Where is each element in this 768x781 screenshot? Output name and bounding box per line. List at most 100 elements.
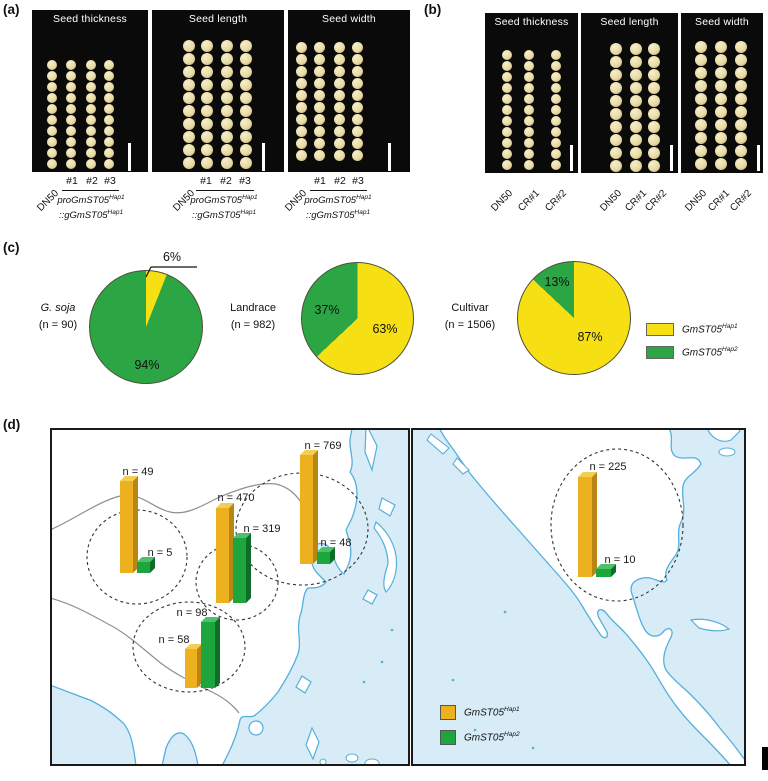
seed xyxy=(695,80,707,92)
legend-row-hap1: GmST05Hap1 xyxy=(646,323,738,336)
seed xyxy=(551,138,561,148)
seed xyxy=(502,83,512,93)
seed xyxy=(648,147,660,159)
seed xyxy=(240,53,252,65)
region-ellipse-northeast xyxy=(235,472,369,586)
seed xyxy=(183,66,195,78)
seed xyxy=(47,82,57,92)
border-china-south xyxy=(52,597,240,714)
seed xyxy=(352,54,363,65)
seed xyxy=(104,93,114,103)
island-dot xyxy=(473,728,477,732)
island-hainan xyxy=(248,720,264,736)
seed xyxy=(648,56,660,68)
seed xyxy=(314,102,325,113)
seed xyxy=(630,147,642,159)
seed xyxy=(715,67,727,79)
region-ellipse-central xyxy=(195,543,279,621)
n-label: n = 58 xyxy=(158,634,190,646)
legend-label-hap1: GmST05Hap1 xyxy=(682,323,738,336)
seed xyxy=(221,105,233,117)
bar-hap1-south xyxy=(185,644,202,688)
seed-column xyxy=(551,50,561,170)
legend-label-hap2: GmST05Hap2 xyxy=(682,346,738,359)
seed xyxy=(524,138,534,148)
seed xyxy=(648,134,660,146)
seed xyxy=(183,131,195,143)
seed xyxy=(524,50,534,60)
seed-column xyxy=(502,50,512,170)
seed xyxy=(47,71,57,81)
seed xyxy=(47,93,57,103)
legend-swatch-hap1 xyxy=(646,323,674,336)
seed xyxy=(296,90,307,101)
seed xyxy=(183,79,195,91)
pie-slice-label: 37% xyxy=(314,303,340,317)
seed xyxy=(648,160,660,172)
seed xyxy=(524,149,534,159)
seed xyxy=(183,92,195,104)
seed xyxy=(352,138,363,149)
bar-hap1-west xyxy=(120,476,138,573)
seed xyxy=(695,132,707,144)
seed xyxy=(630,43,642,55)
scale-bar xyxy=(128,143,131,171)
seed xyxy=(524,116,534,126)
seed xyxy=(524,127,534,137)
seed-column xyxy=(735,41,747,170)
seed-column xyxy=(66,60,76,169)
seed xyxy=(201,157,213,169)
seed xyxy=(201,66,213,78)
island-taiwan xyxy=(295,675,312,694)
seed xyxy=(66,126,76,136)
seed xyxy=(201,131,213,143)
seed xyxy=(502,50,512,60)
seed xyxy=(695,67,707,79)
seed xyxy=(502,94,512,104)
seed xyxy=(502,61,512,71)
seed xyxy=(47,60,57,70)
island-sliver-vancouver xyxy=(452,457,470,475)
construct-label: proGmST05Hap1 ::gGmST05Hap1 xyxy=(190,194,258,221)
seed xyxy=(240,131,252,143)
seed xyxy=(551,72,561,82)
seed xyxy=(201,79,213,91)
seed-column xyxy=(104,60,114,169)
seed xyxy=(352,90,363,101)
pie-slice-label: 63% xyxy=(372,322,398,336)
col-label-2: #2 xyxy=(334,175,346,187)
seed xyxy=(715,145,727,157)
seed xyxy=(86,104,96,114)
seed xyxy=(86,115,96,125)
seed xyxy=(240,40,252,52)
seed xyxy=(201,105,213,117)
seed xyxy=(47,137,57,147)
seed xyxy=(695,145,707,157)
seed xyxy=(735,54,747,66)
seed xyxy=(201,118,213,130)
seed xyxy=(334,138,345,149)
seed xyxy=(221,92,233,104)
seed-photo-panel-b-thickness: Seed thickness xyxy=(485,13,578,173)
seed xyxy=(240,79,252,91)
seed xyxy=(502,127,512,137)
construct-label: proGmST05Hap1 ::gGmST05Hap1 xyxy=(304,194,372,221)
island-hokkaido xyxy=(378,497,396,517)
seed xyxy=(334,54,345,65)
seed xyxy=(296,54,307,65)
seed xyxy=(551,83,561,93)
seed-column xyxy=(47,60,57,169)
bracket-line xyxy=(310,190,367,191)
seed-panel-title: Seed length xyxy=(188,13,248,25)
map-legend-label-hap1: GmST05Hap1 xyxy=(464,706,520,719)
seed xyxy=(715,93,727,105)
legend-row-hap2: GmST05Hap2 xyxy=(646,346,738,359)
seed xyxy=(66,159,76,169)
seed xyxy=(104,137,114,147)
seed xyxy=(502,105,512,115)
pie-slice-label: 94% xyxy=(134,358,160,372)
seed xyxy=(66,115,76,125)
seed-column xyxy=(648,43,660,172)
seed-column xyxy=(524,50,534,170)
